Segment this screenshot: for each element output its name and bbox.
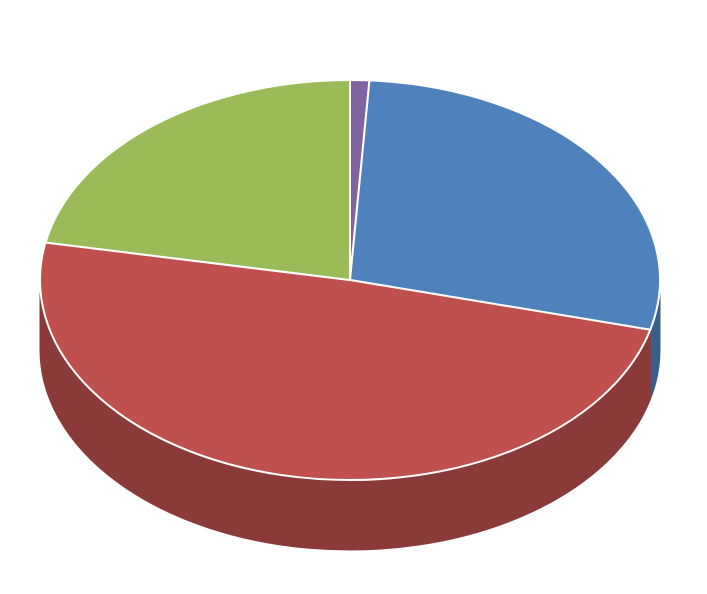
pie-chart-svg bbox=[0, 0, 707, 594]
pie-top-face bbox=[40, 80, 660, 480]
pie-chart-3d bbox=[0, 0, 707, 594]
